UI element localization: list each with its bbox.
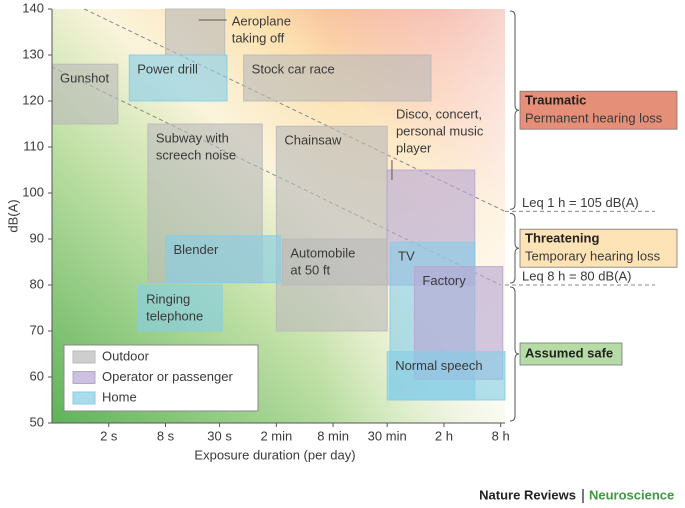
legend-swatch — [72, 371, 96, 384]
zone-box — [519, 342, 623, 366]
range-box — [386, 351, 506, 401]
zone-name: Assumed safe — [525, 345, 613, 360]
range-box — [137, 284, 223, 332]
box-label: TV — [398, 249, 415, 264]
range-box — [164, 8, 226, 56]
zone-bracket — [509, 212, 520, 284]
y-tick-label: 60 — [30, 368, 44, 383]
box-label: Factory — [422, 273, 466, 288]
y-tick-label: 110 — [23, 138, 44, 153]
x-tick-label: 30 s — [207, 428, 232, 443]
zone-desc: Permanent hearing loss — [525, 111, 663, 126]
y-tick-label: 140 — [22, 0, 44, 15]
zone-name: Threatening — [525, 231, 599, 246]
y-tick-label: 70 — [30, 322, 44, 337]
x-tick-label: 2 min — [260, 428, 292, 443]
legend-swatch — [72, 391, 96, 405]
section: Neuroscience — [589, 487, 674, 502]
y-tick-label: 50 — [30, 414, 44, 429]
range-box — [281, 238, 388, 286]
legend-swatch — [72, 350, 96, 364]
legend-label: Outdoor — [102, 348, 150, 363]
box-label: Blender — [173, 242, 218, 257]
zone-bracket — [509, 10, 520, 210]
legend-label: Operator or passenger — [102, 369, 233, 384]
zone-desc: Temporary hearing loss — [525, 249, 661, 264]
y-tick-label: 130 — [22, 46, 44, 61]
journal: Nature Reviews — [479, 487, 576, 502]
y-tick-label: 120 — [22, 92, 44, 107]
zone-box — [519, 90, 678, 130]
x-tick-label: 30 min — [368, 428, 407, 443]
box-label: Subway with — [156, 130, 229, 145]
legend-label: Home — [102, 389, 137, 404]
box-label: Stock car race — [252, 61, 335, 76]
range-box — [164, 235, 281, 284]
y-tick-label: 90 — [30, 230, 44, 245]
box-label: Normal speech — [395, 358, 482, 373]
leq-line — [84, 8, 506, 212]
x-axis-label: Exposure duration (per day) — [194, 447, 355, 462]
box-label: Gunshot — [60, 71, 110, 86]
zone-bracket — [509, 286, 520, 422]
leq-label: Leq 1 h = 105 dB(A) — [522, 195, 639, 210]
box-label: at 50 ft — [290, 262, 330, 277]
x-tick-label: 2 h — [435, 428, 453, 443]
x-tick-label: 2 s — [100, 428, 118, 443]
box-label: Disco, concert, — [396, 106, 482, 121]
box-label: player — [396, 140, 432, 155]
box-label: telephone — [146, 308, 203, 323]
range-box — [128, 54, 228, 102]
box-label: Aeroplane — [232, 13, 291, 28]
box-label: Chainsaw — [284, 133, 342, 148]
y-axis-label: dB(A) — [5, 199, 20, 232]
box-label: Automobile — [290, 245, 355, 260]
zone-box — [519, 228, 678, 268]
box-label: Power drill — [137, 61, 198, 76]
range-box — [243, 54, 432, 102]
box-label: screech noise — [156, 147, 236, 162]
range-box — [275, 125, 388, 332]
box-label: taking off — [232, 30, 285, 45]
leq-label: Leq 8 h = 80 dB(A) — [522, 268, 632, 283]
legend-box — [63, 344, 259, 412]
x-tick-label: 8 min — [317, 428, 349, 443]
x-tick-label: 8 s — [157, 428, 175, 443]
box-label: personal music — [396, 123, 484, 138]
x-tick-label: 8 h — [492, 428, 510, 443]
zone-name: Traumatic — [525, 93, 586, 108]
y-tick-label: 100 — [22, 184, 44, 199]
y-tick-label: 80 — [30, 276, 44, 291]
box-label: Ringing — [146, 291, 190, 306]
